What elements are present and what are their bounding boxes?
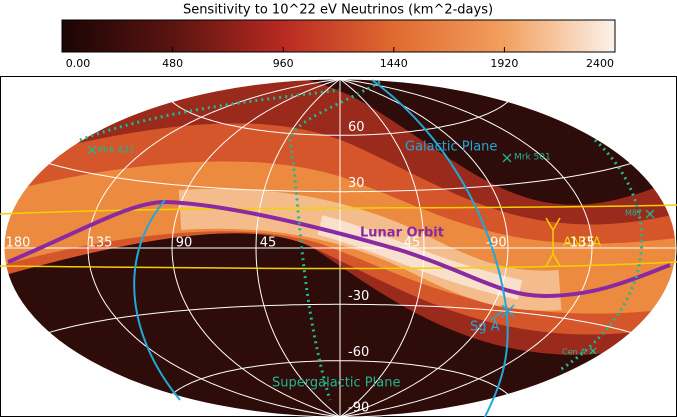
overlays bbox=[0, 79, 677, 417]
y-tick-label: -60 bbox=[348, 345, 369, 360]
anita-arrows bbox=[545, 217, 561, 267]
galactic-plane-left bbox=[133, 199, 181, 401]
supergalactic-plane-right bbox=[559, 138, 644, 372]
grid-line bbox=[48, 163, 632, 193]
grid-line bbox=[171, 101, 509, 136]
annotation: Cen A bbox=[562, 348, 586, 357]
colorbar-tick-label: 1440 bbox=[380, 57, 408, 70]
grid-line bbox=[171, 78, 341, 417]
annotation: M87 bbox=[625, 209, 642, 218]
annotation: Mrk 501 bbox=[514, 153, 551, 163]
annotation: Sg A bbox=[470, 320, 500, 335]
annotation: Galactic Plane bbox=[405, 140, 497, 155]
grid-line bbox=[255, 78, 341, 417]
x-tick-label: 45 bbox=[404, 236, 421, 251]
annotation: ANITA bbox=[563, 236, 601, 251]
colorbar bbox=[61, 19, 616, 53]
galactic-plane bbox=[371, 79, 509, 417]
y-tick-label: 30 bbox=[348, 176, 365, 191]
colorbar-tick-label: 960 bbox=[273, 57, 294, 70]
x-tick-label: 180 bbox=[6, 236, 31, 251]
x-tick-label: 90 bbox=[176, 236, 193, 251]
supergalactic-plane bbox=[288, 80, 381, 401]
grid-line bbox=[339, 78, 593, 417]
colorbar-tick-label: 0.00 bbox=[66, 57, 91, 70]
source-markers bbox=[87, 145, 655, 355]
annotation: Supergalactic Plane bbox=[272, 376, 400, 391]
sky-outline bbox=[3, 78, 677, 417]
grid-line bbox=[171, 360, 509, 395]
anita-band-bottom bbox=[0, 261, 677, 270]
anita-band-top bbox=[0, 204, 677, 215]
colorbar-tick-label: 480 bbox=[162, 57, 183, 70]
y-tick-label: 60 bbox=[348, 120, 365, 135]
x-tick-label: 135 bbox=[88, 236, 113, 251]
y-tick-label: -30 bbox=[348, 289, 369, 304]
grid-line bbox=[339, 78, 425, 417]
sg-a-marker bbox=[490, 304, 515, 321]
annotation: Lunar Orbit bbox=[360, 226, 444, 241]
x-tick-label: -90 bbox=[485, 236, 506, 251]
colorbar-tick-label: 2400 bbox=[586, 57, 614, 70]
chart-title: Sensitivity to 10^22 eV Neutrinos (km^2-… bbox=[183, 3, 493, 18]
grid-line bbox=[87, 78, 341, 417]
colorbar-tick-label: 1920 bbox=[490, 57, 518, 70]
y-tick-label: -90 bbox=[348, 401, 369, 416]
heatmap bbox=[4, 79, 676, 417]
grid-line bbox=[339, 78, 509, 417]
grid-line bbox=[48, 303, 632, 333]
grid bbox=[4, 78, 676, 417]
annotation: Mrk 421 bbox=[98, 146, 135, 156]
x-tick-label: -135 bbox=[565, 236, 595, 251]
x-tick-label: 45 bbox=[260, 236, 277, 251]
lunar-orbit bbox=[7, 199, 671, 299]
